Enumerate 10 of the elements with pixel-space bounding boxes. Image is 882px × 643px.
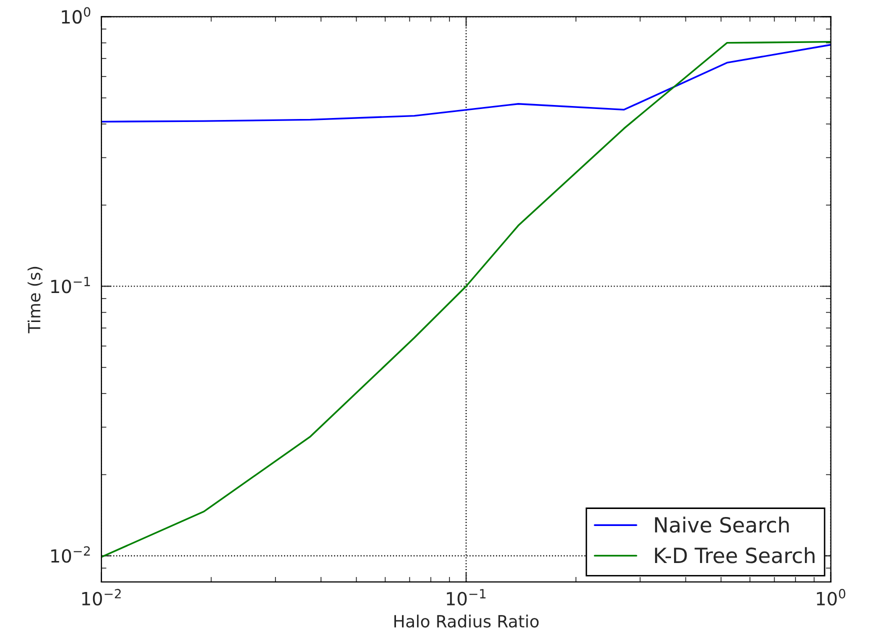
legend-label: Naive Search — [655, 516, 789, 533]
y-axis-title: Time (s) — [28, 266, 42, 334]
y-tick-label: 10$^{−2}$ — [51, 546, 90, 563]
y-tick-label: 10$^{0}$ — [62, 7, 90, 24]
x-tick-label: 10$^{−1}$ — [446, 589, 486, 606]
x-tick-label: 10$^{−2}$ — [82, 588, 121, 606]
legend-label: K-D Tree Search — [655, 547, 814, 564]
x-tick-label: 10$^{0}$ — [816, 588, 846, 606]
x-axis-title: Halo Radius Ratio — [394, 614, 539, 628]
y-tick-label: 10$^{−1}$ — [51, 276, 90, 294]
